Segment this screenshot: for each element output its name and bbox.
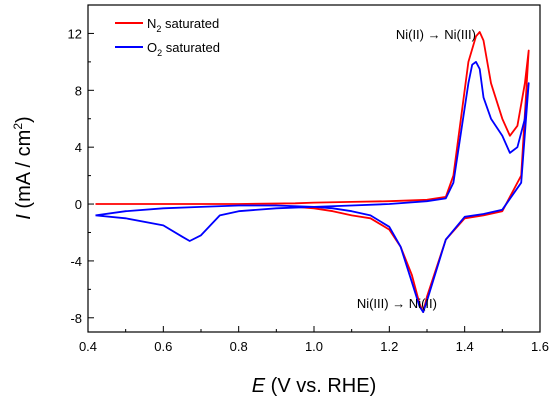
y-tick-label: 12 — [68, 26, 82, 41]
y-tick-label: -8 — [70, 311, 82, 326]
series-line-1 — [95, 61, 530, 313]
annotation-oxidation: Ni(II) → Ni(III) — [396, 27, 476, 42]
y-tick-label: 0 — [75, 197, 82, 212]
series-layer — [95, 31, 530, 313]
annotation-reduction: Ni(III) → Ni(II) — [357, 296, 437, 311]
y-axis-title: I (mA / cm2) — [11, 116, 35, 219]
x-tick-label: 1.0 — [305, 339, 323, 354]
x-tick-label: 1.2 — [380, 339, 398, 354]
legend-label-o2: O2 saturated — [147, 40, 220, 58]
y-axis-ticks: -8 -4 0 4 8 12 — [68, 26, 94, 326]
series-line-0 — [95, 31, 530, 313]
annotations: Ni(II) → Ni(III) Ni(III) → Ni(II) — [357, 27, 476, 311]
x-axis-title: E (V vs. RHE) — [252, 375, 376, 397]
x-tick-label: 1.6 — [531, 339, 549, 354]
y-tick-label: 8 — [75, 83, 82, 98]
x-tick-label: 1.4 — [456, 339, 474, 354]
legend-label-n2: N2 saturated — [147, 16, 219, 34]
x-tick-label: 0.4 — [79, 339, 97, 354]
y-tick-label: 4 — [75, 140, 82, 155]
legend: N2 saturated O2 saturated — [115, 16, 220, 58]
plot-area: 0.4 0.6 0.8 1.0 1.2 1.4 1.6 -8 -4 0 4 8 12 — [68, 4, 549, 354]
x-axis-ticks: 0.4 0.6 0.8 1.0 1.2 1.4 1.6 — [79, 326, 549, 354]
y-tick-label: -4 — [70, 254, 82, 269]
x-tick-label: 0.8 — [230, 339, 248, 354]
x-tick-label: 0.6 — [154, 339, 172, 354]
